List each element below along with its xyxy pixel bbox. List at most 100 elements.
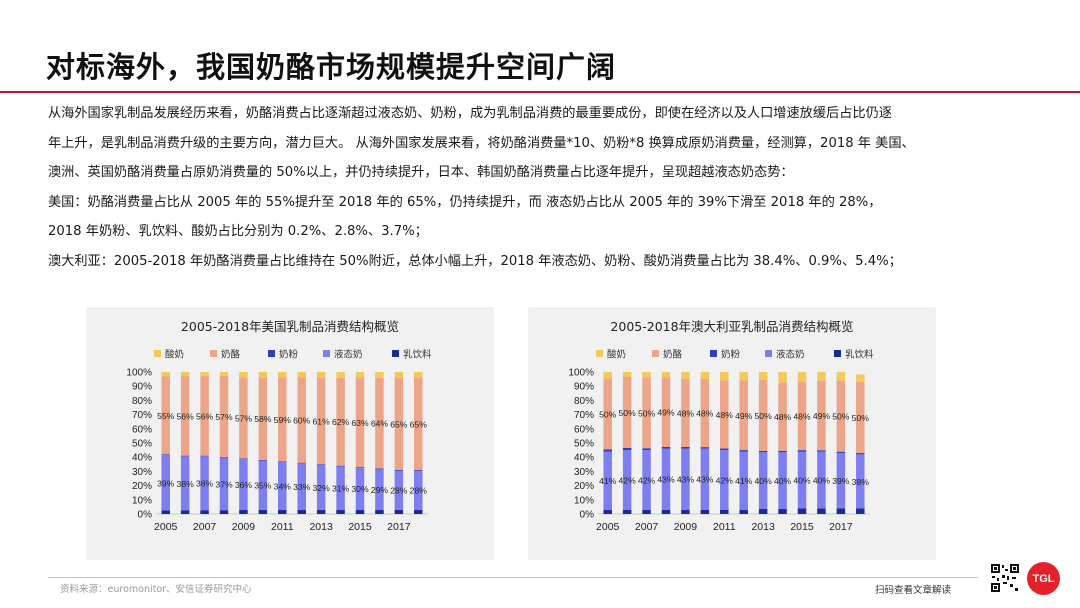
bar-segment-奶粉 xyxy=(797,450,807,452)
data-label-cheese: 57% xyxy=(215,412,233,422)
data-label-liquid-milk: 41% xyxy=(599,476,617,486)
data-label-cheese: 48% xyxy=(793,412,811,422)
bar-segment-奶酪 xyxy=(642,377,651,449)
bar-segment-酸奶 xyxy=(700,372,710,379)
data-label-liquid-milk: 28% xyxy=(390,486,408,496)
bar-segment-奶粉 xyxy=(355,467,365,468)
data-label-cheese: 65% xyxy=(390,419,408,429)
bar-segment-乳饮料 xyxy=(661,509,671,514)
bar-segment-奶粉 xyxy=(394,469,404,471)
legend-label: 乳饮料 xyxy=(845,349,874,361)
page-title: 对标海外，我国奶酪市场规模提升空间广阔 xyxy=(46,50,617,84)
bar-segment-奶粉 xyxy=(603,449,612,452)
data-label-cheese: 48% xyxy=(677,408,695,418)
bar-segment-酸奶 xyxy=(375,372,384,378)
footer-divider xyxy=(48,577,978,578)
bar-segment-乳饮料 xyxy=(836,508,846,514)
data-label-liquid-milk: 35% xyxy=(254,481,272,491)
bar-segment-奶酪 xyxy=(758,379,768,451)
data-label-cheese: 63% xyxy=(351,418,369,428)
legend-swatch xyxy=(210,350,217,357)
y-tick-label: 10% xyxy=(132,495,152,506)
bar-segment-奶酪 xyxy=(739,380,748,451)
y-tick-label: 90% xyxy=(132,382,152,393)
bar-segment-乳饮料 xyxy=(200,510,209,514)
bar-segment-酸奶 xyxy=(200,372,209,377)
bar-segment-乳饮料 xyxy=(720,509,729,514)
paragraph-line: 从海外国家乳制品发展经历来看，奶酪消费占比逐渐超过液态奶、奶粉，成为乳制品消费的… xyxy=(48,106,892,121)
bar-segment-乳饮料 xyxy=(681,509,690,514)
data-label-liquid-milk: 38% xyxy=(177,479,195,489)
bar-segment-奶酪 xyxy=(336,377,345,466)
x-tick-label: 2005 xyxy=(596,521,620,533)
bar-segment-酸奶 xyxy=(336,372,345,378)
data-label-liquid-milk: 40% xyxy=(813,475,831,485)
bar-segment-奶酪 xyxy=(700,378,710,448)
bar-segment-酸奶 xyxy=(355,372,365,378)
data-label-liquid-milk: 31% xyxy=(332,484,350,494)
data-label-cheese: 50% xyxy=(852,413,870,423)
legend-swatch xyxy=(323,350,330,357)
x-tick-label: 2009 xyxy=(232,521,256,533)
data-label-liquid-milk: 36% xyxy=(235,480,253,490)
y-tick-label: 80% xyxy=(132,396,152,407)
bar-segment-乳饮料 xyxy=(758,509,768,514)
bar-segment-液态奶 xyxy=(414,470,423,511)
bar-segment-奶粉 xyxy=(661,446,671,449)
bar-segment-奶酪 xyxy=(161,376,170,455)
bar-segment-奶粉 xyxy=(278,461,287,462)
data-label-liquid-milk: 30% xyxy=(351,484,369,494)
bar-segment-奶粉 xyxy=(778,450,787,453)
x-tick-label: 2013 xyxy=(751,521,775,533)
bar-segment-乳饮料 xyxy=(414,510,423,514)
data-label-liquid-milk: 34% xyxy=(274,481,292,491)
bar-segment-酸奶 xyxy=(219,372,229,377)
bar-segment-乳饮料 xyxy=(355,510,365,514)
bar-segment-乳饮料 xyxy=(219,510,229,514)
bar-segment-酸奶 xyxy=(797,372,807,382)
bar-segment-奶粉 xyxy=(836,451,846,453)
legend-label: 奶酪 xyxy=(663,349,683,361)
y-tick-label: 80% xyxy=(574,396,594,407)
bar-segment-奶酪 xyxy=(603,378,612,450)
bar-segment-液态奶 xyxy=(239,458,248,511)
data-label-cheese: 48% xyxy=(696,409,714,419)
bar-segment-酸奶 xyxy=(278,372,287,378)
bar-segment-液态奶 xyxy=(778,452,787,510)
bar-segment-液态奶 xyxy=(700,448,710,510)
data-label-liquid-milk: 38% xyxy=(852,477,870,487)
bar-segment-奶粉 xyxy=(161,454,170,456)
data-label-cheese: 49% xyxy=(657,408,675,418)
bar-segment-奶粉 xyxy=(316,464,326,465)
legend-swatch xyxy=(268,350,275,357)
title-divider xyxy=(0,91,1080,93)
bar-segment-液态奶 xyxy=(375,468,384,511)
bar-segment-酸奶 xyxy=(739,372,748,381)
legend-label: 奶酪 xyxy=(221,349,241,361)
bar-segment-酸奶 xyxy=(622,372,632,377)
data-label-cheese: 56% xyxy=(196,411,214,421)
bar-segment-乳饮料 xyxy=(316,510,326,514)
bar-segment-奶粉 xyxy=(180,455,190,457)
bar-segment-液态奶 xyxy=(316,464,326,511)
legend-label: 酸奶 xyxy=(165,349,184,361)
data-label-cheese: 65% xyxy=(410,419,428,429)
y-tick-label: 0% xyxy=(138,510,153,521)
bar-segment-奶酪 xyxy=(316,377,326,465)
data-label-cheese: 50% xyxy=(599,409,617,419)
paragraph-line: 年上升，是乳制品消费升级的主要方向，潜力巨大。 从海外国家发展来看，将奶酪消费量… xyxy=(48,135,915,151)
bar-segment-奶酪 xyxy=(797,381,807,451)
qr-code-icon[interactable] xyxy=(990,563,1020,593)
bar-segment-乳饮料 xyxy=(278,510,287,514)
data-label-cheese: 50% xyxy=(755,411,773,421)
legend-swatch xyxy=(652,350,659,357)
data-label-cheese: 64% xyxy=(371,419,389,429)
bar-segment-液态奶 xyxy=(200,456,209,511)
bar-segment-液态奶 xyxy=(797,451,807,509)
bar-segment-奶粉 xyxy=(375,468,384,470)
bar-segment-奶粉 xyxy=(414,469,423,471)
y-tick-label: 30% xyxy=(574,467,594,478)
legend-swatch xyxy=(392,350,399,357)
data-label-liquid-milk: 37% xyxy=(215,479,233,489)
